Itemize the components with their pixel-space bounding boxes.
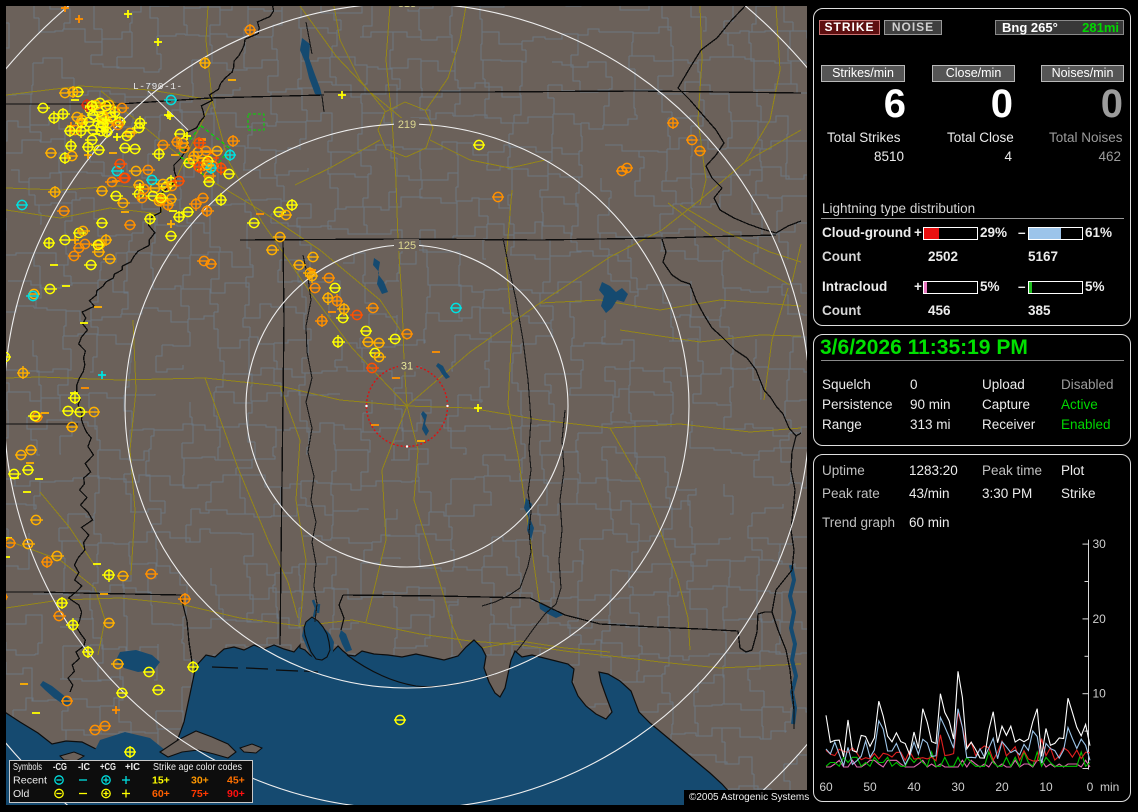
svg-text:60+: 60+ (152, 788, 170, 800)
svg-text:31: 31 (401, 361, 413, 373)
svg-text:50: 50 (863, 780, 877, 794)
svg-text:+IC: +IC (125, 761, 140, 773)
svg-text:Recent: Recent (13, 775, 47, 787)
svg-text:125: 125 (398, 240, 416, 252)
svg-text:0: 0 (1087, 780, 1094, 794)
svg-text:-IC: -IC (78, 761, 90, 773)
svg-text:L-790-1-: L-790-1- (133, 81, 183, 92)
svg-text:min: min (1100, 780, 1119, 794)
svg-text:Symbols: Symbols (13, 761, 42, 773)
svg-text:30: 30 (951, 780, 965, 794)
svg-text:60: 60 (819, 780, 833, 794)
svg-text:75+: 75+ (191, 788, 209, 800)
svg-text:40: 40 (907, 780, 921, 794)
svg-text:30: 30 (1093, 537, 1107, 551)
svg-text:20: 20 (995, 780, 1009, 794)
svg-text:+CG: +CG (100, 761, 116, 773)
svg-text:15+: 15+ (152, 775, 170, 787)
svg-text:313: 313 (398, 0, 416, 10)
svg-text:30+: 30+ (191, 775, 209, 787)
svg-text:219: 219 (398, 119, 416, 131)
svg-text:10: 10 (1039, 780, 1053, 794)
svg-text:Old: Old (13, 788, 30, 800)
svg-text:45+: 45+ (227, 775, 245, 787)
svg-text:90+: 90+ (227, 788, 245, 800)
svg-text:10: 10 (1093, 687, 1107, 701)
svg-text:-CG: -CG (53, 761, 67, 773)
svg-text:20: 20 (1093, 612, 1107, 626)
svg-text:Strike age color codes: Strike age color codes (153, 761, 242, 773)
